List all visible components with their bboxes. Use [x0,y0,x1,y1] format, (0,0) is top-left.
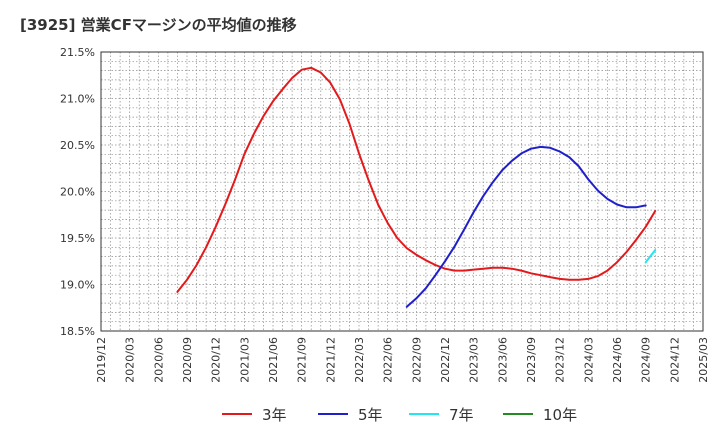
x-tick-label: 2022/09 [410,337,423,383]
x-tick-label: 2019/12 [95,337,108,383]
x-tick-label: 2021/06 [267,337,280,383]
x-tick-label: 2023/06 [496,337,509,383]
x-tick-label: 2021/12 [324,337,337,383]
x-tick-label: 2024/03 [582,337,595,383]
chart-title: [3925] 営業CFマージンの平均値の推移 [20,16,297,34]
y-tick-label: 19.0% [60,279,95,292]
x-tick-label: 2023/09 [525,337,538,383]
series-line-3年 [176,66,657,293]
x-tick-label: 2023/12 [554,337,567,383]
x-tick-label: 2021/09 [296,337,309,383]
plot-border [100,51,704,332]
x-tick-label: 2023/03 [468,337,481,383]
x-tick-label: 2024/09 [640,337,653,383]
x-tick-label: 2020/03 [124,337,137,383]
legend-label: 5年 [358,405,383,424]
x-tick-label: 2024/12 [668,337,681,383]
legend-label: 3年 [262,405,287,424]
x-tick-label: 2020/06 [152,337,165,383]
x-tick-label: 2024/06 [611,337,624,383]
legend-label: 10年 [543,405,578,424]
x-tick-label: 2020/09 [181,337,194,383]
y-tick-label: 21.0% [60,93,95,106]
series-line-7年 [644,249,657,264]
y-tick-label: 21.5% [60,46,95,59]
legend-item: 7年 [409,402,474,426]
legend-swatch [318,413,348,415]
legend-swatch [222,413,252,415]
y-tick-label: 20.5% [60,139,95,152]
y-tick-label: 18.5% [60,325,95,338]
legend-label: 7年 [449,405,474,424]
x-tick-label: 2021/03 [238,337,251,383]
series-line-5年 [405,145,647,308]
legend-item: 5年 [318,402,383,426]
x-tick-label: 2022/03 [353,337,366,383]
x-tick-label: 2020/12 [210,337,223,383]
legend-swatch [409,413,439,415]
x-tick-label: 2022/06 [382,337,395,383]
legend-swatch [503,413,533,415]
legend-item: 10年 [503,402,577,426]
y-tick-label: 20.0% [60,186,95,199]
legend: 3年 5年 7年 10年 [0,402,720,426]
x-tick-label: 2022/12 [439,337,452,383]
legend-item: 3年 [222,402,287,426]
x-tick-label: 2025/03 [697,337,710,383]
y-tick-label: 19.5% [60,232,95,245]
